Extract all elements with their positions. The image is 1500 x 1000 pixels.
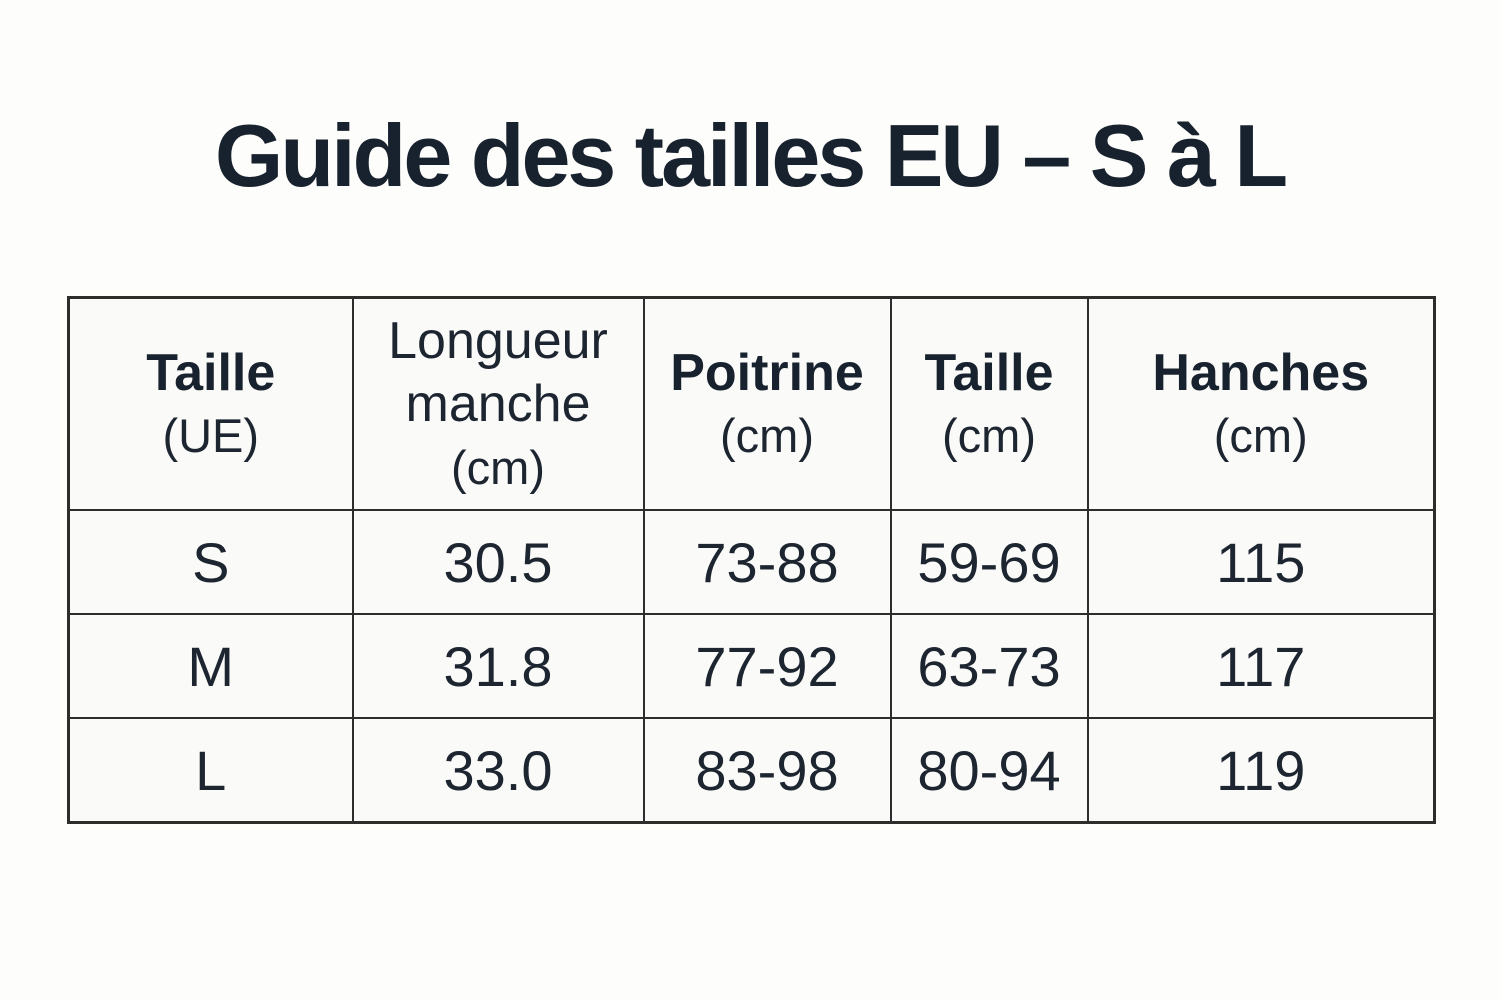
table-row-size-s: S 30.5 73-88 59-69 115 bbox=[67, 509, 1436, 615]
cell-sleeve: 33.0 bbox=[351, 717, 645, 824]
column-header-sleeve-length-unit: (cm) bbox=[451, 440, 545, 494]
column-header-hips-label: Hanches bbox=[1152, 343, 1370, 402]
column-header-waist-label: Taille bbox=[924, 343, 1054, 402]
cell-size: M bbox=[67, 613, 354, 719]
column-header-hips: Hanches (cm) bbox=[1086, 296, 1436, 511]
cell-sleeve: 31.8 bbox=[351, 613, 645, 719]
cell-sleeve: 30.5 bbox=[351, 509, 645, 615]
column-header-sleeve-length: Longueur manche (cm) bbox=[351, 296, 645, 511]
cell-size: L bbox=[67, 717, 354, 824]
cell-waist: 80-94 bbox=[889, 717, 1089, 824]
cell-hips: 115 bbox=[1086, 509, 1436, 615]
table-row-size-m: M 31.8 77-92 63-73 117 bbox=[67, 613, 1436, 719]
column-header-waist-unit: (cm) bbox=[942, 409, 1036, 463]
cell-waist: 59-69 bbox=[889, 509, 1089, 615]
table-row-size-l: L 33.0 83-98 80-94 119 bbox=[67, 717, 1436, 824]
column-header-size-eu-unit: (UE) bbox=[162, 409, 260, 463]
column-header-size-eu: Taille (UE) bbox=[67, 296, 354, 511]
cell-waist: 63-73 bbox=[889, 613, 1089, 719]
column-header-waist: Taille (cm) bbox=[889, 296, 1089, 511]
cell-hips: 119 bbox=[1086, 717, 1436, 824]
column-header-hips-unit: (cm) bbox=[1213, 409, 1308, 463]
column-header-size-eu-label: Taille bbox=[146, 343, 276, 402]
cell-chest: 83-98 bbox=[642, 717, 892, 824]
size-guide-table: Taille (UE) Longueur manche (cm) Poitrin… bbox=[67, 296, 1436, 824]
cell-chest: 73-88 bbox=[642, 509, 892, 615]
page-title: Guide des tailles EU – S à L bbox=[214, 106, 1288, 205]
cell-size: S bbox=[67, 509, 354, 615]
cell-chest: 77-92 bbox=[642, 613, 892, 719]
cell-hips: 117 bbox=[1086, 613, 1436, 719]
column-header-sleeve-length-label: Longueur manche bbox=[388, 312, 608, 434]
table-header-row: Taille (UE) Longueur manche (cm) Poitrin… bbox=[67, 296, 1436, 511]
column-header-chest-label: Poitrine bbox=[670, 343, 864, 402]
column-header-chest-unit: (cm) bbox=[720, 409, 814, 463]
column-header-chest: Poitrine (cm) bbox=[642, 296, 892, 511]
